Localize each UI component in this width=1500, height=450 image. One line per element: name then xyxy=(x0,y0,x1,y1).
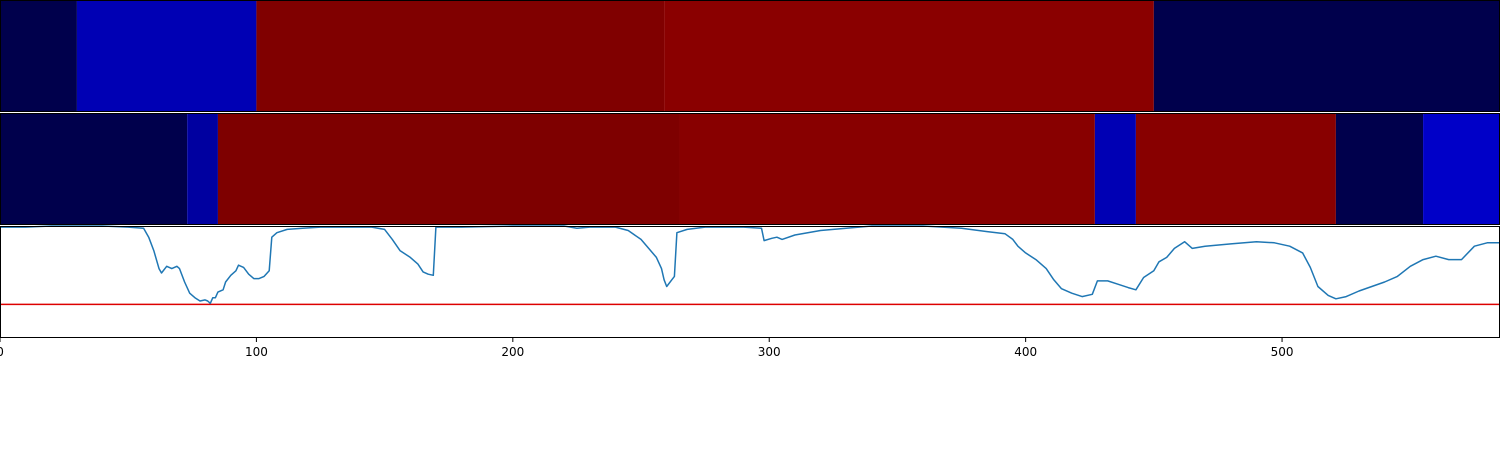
heatmap-2-segment-6 xyxy=(1335,113,1424,225)
heatmap-panel-1 xyxy=(0,0,1500,112)
line-plot-background xyxy=(0,226,1500,338)
x-tick-label-300: 300 xyxy=(758,345,781,359)
line-panel xyxy=(0,225,1500,338)
heatmap-1-segment-4 xyxy=(1153,0,1500,112)
heatmap-1-segment-3 xyxy=(664,0,1154,112)
heatmap-2-segment-5 xyxy=(1135,113,1336,225)
heatmap-1-segment-0 xyxy=(0,0,77,112)
heatmap-2-segment-2 xyxy=(217,113,680,225)
heatmap-2-segment-3 xyxy=(679,113,1095,225)
heatmap-2-segment-7 xyxy=(1423,113,1500,225)
x-axis: 0 100 200 300 400 500 xyxy=(0,338,1294,359)
x-tick-label-500: 500 xyxy=(1271,345,1294,359)
heatmap-2-segment-4 xyxy=(1094,113,1136,225)
heatmap-1-segment-1 xyxy=(76,0,257,112)
x-tick-label-100: 100 xyxy=(245,345,268,359)
heatmap-panel-2 xyxy=(0,113,1500,225)
heatmap-2-segment-1 xyxy=(187,113,218,225)
x-tick-label-400: 400 xyxy=(1014,345,1037,359)
series-line-0 xyxy=(0,225,1500,305)
heatmap-2-segment-0 xyxy=(0,113,188,225)
x-tick-label-0: 0 xyxy=(0,345,4,359)
heatmap-1-segment-2 xyxy=(256,0,665,112)
x-tick-label-200: 200 xyxy=(501,345,524,359)
